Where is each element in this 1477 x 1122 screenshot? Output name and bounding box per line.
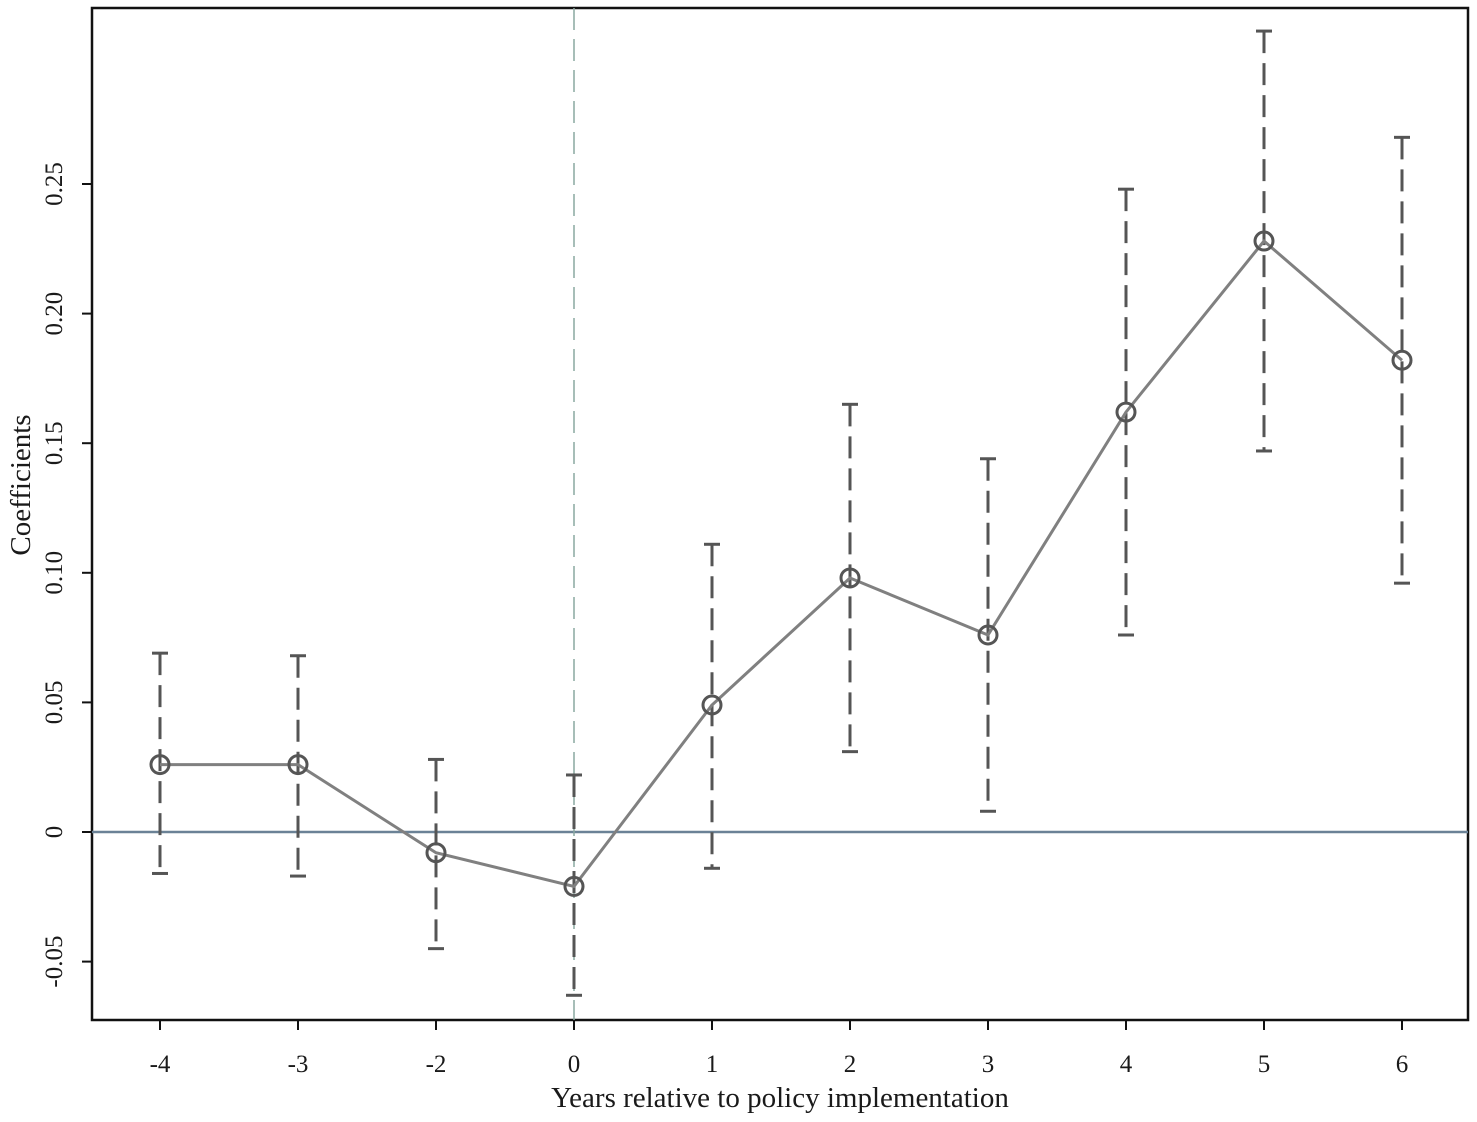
x-tick-label: 0 [568, 1051, 581, 1078]
coefficient-point [977, 624, 999, 646]
y-tick-label: 0.20 [41, 292, 68, 336]
x-tick-label: 6 [1396, 1051, 1409, 1078]
x-tick-label: 2 [844, 1051, 857, 1078]
coefficient-series [149, 230, 1413, 897]
y-tick-label: 0.15 [41, 421, 68, 465]
y-tick-label: 0.05 [41, 681, 68, 725]
coefficient-point [287, 754, 309, 776]
coefficient-point [1253, 230, 1275, 252]
x-tick-label: 1 [706, 1051, 719, 1078]
plot-frame [90, 6, 1470, 1022]
x-tick-label: -2 [426, 1051, 447, 1078]
x-tick-label: 5 [1258, 1051, 1271, 1078]
x-axis-title: Years relative to policy implementation [551, 1082, 1009, 1114]
coefficient-point [839, 567, 861, 589]
coefficient-point [149, 754, 171, 776]
x-tick-label: -3 [288, 1051, 309, 1078]
y-axis-title: Coefficients [5, 414, 37, 555]
confidence-intervals [152, 29, 1410, 997]
coefficient-line [160, 238, 1403, 889]
x-tick-label: -4 [150, 1051, 171, 1078]
y-tick-label: 0 [41, 826, 68, 839]
y-tick-label: 0.10 [41, 551, 68, 595]
coefficient-point [425, 842, 447, 864]
coefficient-point [1391, 349, 1413, 371]
x-axis: -4 -3 -2 0 1 2 3 4 5 6 [150, 1020, 1409, 1078]
y-tick-label: -0.05 [41, 936, 68, 988]
coefficient-point [701, 694, 723, 716]
y-tick-label: 0.25 [41, 162, 68, 206]
x-tick-label: 4 [1120, 1051, 1133, 1078]
coefficient-point [1115, 401, 1137, 423]
y-axis: -0.05 0 0.05 0.10 0.15 0.20 0.25 [41, 162, 92, 988]
coefficient-point [563, 875, 585, 897]
x-tick-label: 3 [982, 1051, 995, 1078]
